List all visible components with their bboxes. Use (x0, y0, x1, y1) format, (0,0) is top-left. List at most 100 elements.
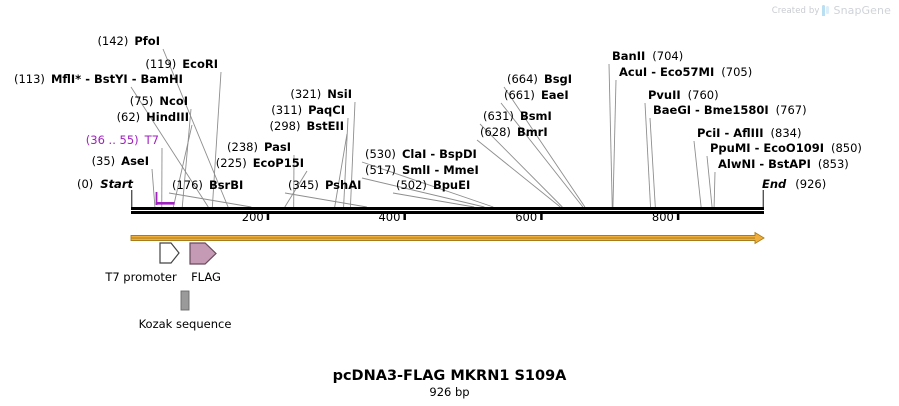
enzyme-label-bmri[interactable]: (628) BmrI (480, 126, 548, 139)
enzyme-name: End (762, 177, 787, 191)
enzyme-name-separator: - (647, 65, 660, 79)
enzyme-label-bpuei[interactable]: (502) BpuEI (396, 179, 470, 192)
feature-glyph-flag[interactable] (189, 242, 217, 265)
enzyme-pos: (664) (507, 72, 538, 86)
enzyme-name: BanII (612, 49, 646, 63)
enzyme-name: NsiI (327, 87, 352, 101)
enzyme-name: NcoI (159, 94, 188, 108)
enzyme-pos: (62) (116, 110, 141, 124)
enzyme-pos: (834) (770, 126, 802, 140)
enzyme-label-baegi[interactable]: BaeGI - Bme1580I (767) (653, 104, 807, 117)
enzyme-name: ClaI (401, 147, 427, 161)
enzyme-label-nsii[interactable]: (321) NsiI (290, 88, 352, 101)
enzyme-label-end[interactable]: End (926) (762, 178, 826, 191)
ruler-tick-label: 800 (652, 210, 674, 224)
snapgene-logo-icon (822, 5, 829, 16)
enzyme-name: PvuII (648, 88, 681, 102)
enzyme-label-bsmi[interactable]: (631) BsmI (483, 110, 552, 123)
enzyme-name: BmrI (516, 125, 548, 139)
feature-caption-flag: FLAG (191, 270, 221, 284)
enzyme-label-mfli[interactable]: (113) MflI* - BstYI - BamHI (14, 73, 183, 86)
enzyme-pos: (704) (652, 49, 684, 63)
enzyme-pos: (661) (504, 88, 535, 102)
ruler-tick-label: 200 (242, 210, 264, 224)
watermark-prefix: Created by (771, 5, 820, 16)
enzyme-label-ecop15i[interactable]: (225) EcoP15I (216, 157, 304, 170)
enzyme-name-separator: - (755, 157, 769, 171)
enzyme-label-ncoi[interactable]: (75) NcoI (130, 95, 188, 108)
enzyme-name: Bme1580I (703, 103, 769, 117)
enzyme-name: SmlI (401, 163, 431, 177)
enzyme-name: PpuMI (710, 141, 751, 155)
enzyme-label-pfoi[interactable]: (142) PfoI (97, 35, 160, 48)
enzyme-label-alwni[interactable]: AlwNI - BstAPI (853) (718, 158, 849, 171)
enzyme-label-ppumi[interactable]: PpuMI - EcoO109I (850) (710, 142, 862, 155)
feature-glyph-t7-promoter[interactable] (159, 242, 180, 264)
enzyme-label-eaei[interactable]: (661) EaeI (504, 89, 569, 102)
enzyme-label-paqci[interactable]: (311) PaqCI (271, 104, 345, 117)
enzyme-label-bsgi[interactable]: (664) BsgI (507, 73, 572, 86)
enzyme-pos: (225) (215, 156, 247, 170)
enzyme-label-asei[interactable]: (35) AseI (92, 155, 149, 168)
enzyme-name: AseI (121, 154, 149, 168)
ruler-tick-label: 400 (378, 210, 400, 224)
enzyme-name: MmeI (443, 163, 479, 177)
enzyme-name: PasI (263, 140, 291, 154)
enzyme-name-separator: - (720, 126, 734, 140)
enzyme-name: HindIII (146, 110, 189, 124)
enzyme-label-hindiii[interactable]: (62) HindIII (117, 111, 189, 124)
enzyme-label-pcii[interactable]: PciI - AflIII (834) (697, 127, 801, 140)
enzyme-name: MflI* (50, 72, 82, 86)
enzyme-name: BsrBI (208, 178, 244, 192)
enzyme-label-ecori[interactable]: (119) EcoRI (145, 58, 218, 71)
map-subtitle: 926 bp (429, 385, 470, 399)
enzyme-label-bstеii[interactable]: (298) BstEII (270, 120, 344, 133)
snapgene-watermark: Created by SnapGene (772, 4, 891, 17)
feature-glyph-kozak[interactable] (180, 290, 190, 311)
enzyme-pos: (926) (795, 177, 827, 191)
enzyme-pos: (853) (817, 157, 849, 171)
enzyme-pos: (628) (480, 125, 511, 139)
enzyme-name: AlwNI (718, 157, 756, 171)
enzyme-pos: (850) (831, 141, 862, 155)
enzyme-label-bsrbi[interactable]: (176) BsrBI (172, 179, 243, 192)
enzyme-pos: (238) (227, 140, 258, 154)
enzyme-name: AflIII (733, 126, 764, 140)
enzyme-pos: (142) (97, 34, 129, 48)
enzyme-pos: (345) (288, 178, 319, 192)
enzyme-name-separator: - (430, 163, 444, 177)
enzyme-pos: (176) (172, 178, 203, 192)
enzyme-label-pasi[interactable]: (238) PasI (227, 141, 291, 154)
enzyme-pos: (517) (365, 163, 396, 177)
enzyme-name: PshAI (324, 178, 362, 192)
enzyme-pos: (298) (269, 119, 301, 133)
enzyme-pos: (0) (76, 177, 94, 191)
map-title: pcDNA3-FLAG MKRN1 S109A (332, 368, 567, 384)
enzyme-name: EcoP15I (252, 156, 304, 170)
enzyme-pos: (631) (483, 109, 514, 123)
enzyme-label-acui[interactable]: AcuI - Eco57MI (705) (619, 66, 752, 79)
enzyme-label-banii[interactable]: BanII (704) (612, 50, 683, 63)
enzyme-label-t7[interactable]: (36 .. 55) T7 (86, 134, 159, 147)
enzyme-label-pshai[interactable]: (345) PshAI (288, 179, 361, 192)
enzyme-name-separator: - (81, 72, 94, 86)
enzyme-pos: (321) (290, 87, 322, 101)
enzyme-label-start[interactable]: (0) Start (77, 178, 133, 191)
watermark-brand: SnapGene (833, 4, 891, 17)
ruler: 200 400 600 800 (242, 210, 680, 224)
enzyme-name-separator: - (750, 141, 764, 155)
enzyme-label-smli[interactable]: (517) SmlI - MmeI (365, 164, 479, 177)
enzyme-name: EaeI (540, 88, 569, 102)
enzyme-name: BstYI (93, 72, 128, 86)
enzyme-name: BstAPI (768, 157, 811, 171)
enzyme-name-separator: - (127, 72, 141, 86)
enzyme-pos: (530) (365, 147, 396, 161)
sequence-backbone (131, 190, 764, 214)
feature-legend-glyphs (159, 242, 217, 311)
enzyme-name: PaqCI (308, 103, 345, 117)
enzyme-name: AcuI (619, 65, 648, 79)
enzyme-label-clai[interactable]: (530) ClaI - BspDI (365, 148, 477, 161)
leader-lines (130, 48, 716, 208)
enzyme-label-pvuii[interactable]: PvuII (760) (648, 89, 719, 102)
